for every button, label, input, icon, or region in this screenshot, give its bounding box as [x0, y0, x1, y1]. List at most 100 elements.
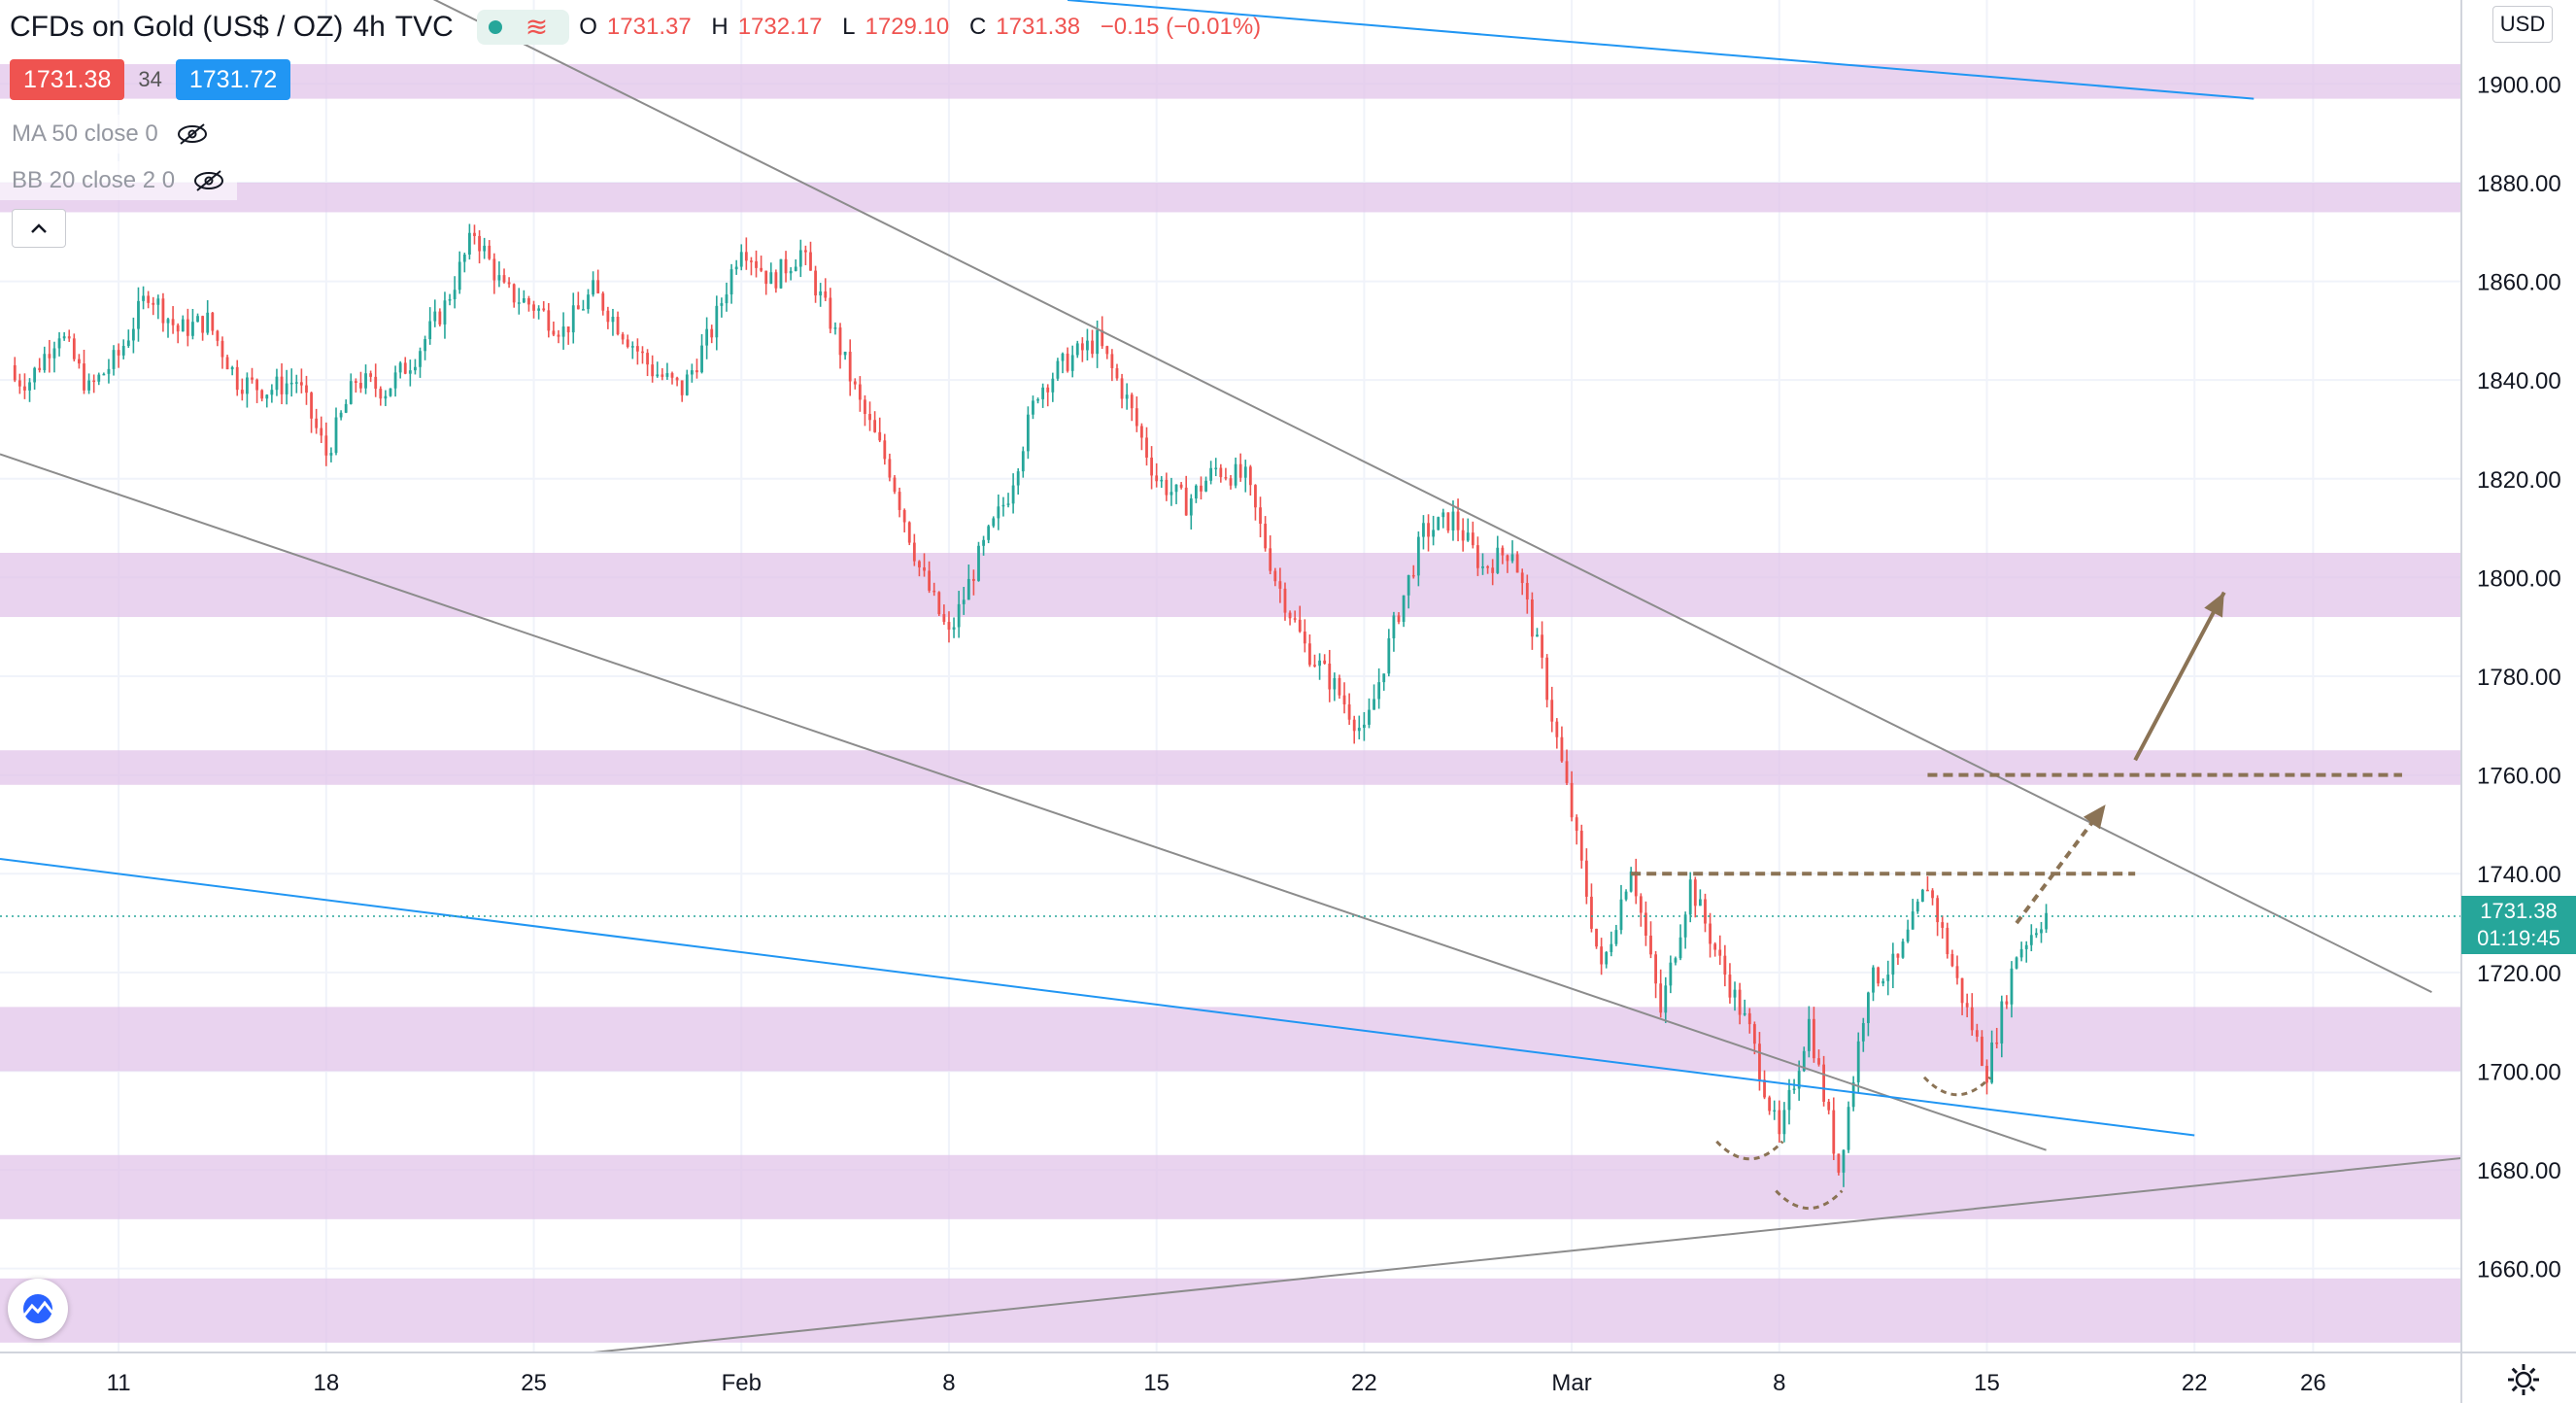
candle[interactable]	[1352, 719, 1356, 732]
candle[interactable]	[1579, 830, 1583, 861]
candle[interactable]	[1338, 677, 1341, 696]
candle[interactable]	[1536, 634, 1539, 637]
candle[interactable]	[853, 381, 857, 385]
candle[interactable]	[779, 258, 783, 289]
candle[interactable]	[1269, 548, 1272, 571]
candle[interactable]	[206, 312, 210, 333]
candle[interactable]	[1639, 896, 1643, 913]
candle[interactable]	[1328, 663, 1332, 690]
candle[interactable]	[561, 326, 565, 337]
candle[interactable]	[804, 250, 807, 253]
candle[interactable]	[1026, 414, 1030, 452]
candle[interactable]	[433, 311, 437, 322]
candle[interactable]	[1441, 512, 1445, 518]
candle[interactable]	[957, 603, 961, 628]
candle[interactable]	[1778, 1110, 1781, 1135]
candle[interactable]	[1061, 353, 1065, 361]
candle[interactable]	[646, 353, 649, 365]
candle[interactable]	[744, 252, 748, 261]
candle[interactable]	[1600, 946, 1604, 965]
candle[interactable]	[72, 338, 76, 359]
candle[interactable]	[798, 250, 802, 267]
candle[interactable]	[1155, 475, 1159, 482]
candle[interactable]	[720, 303, 724, 306]
candle[interactable]	[1827, 1101, 1831, 1111]
candle[interactable]	[384, 395, 388, 399]
support-resistance-zone[interactable]	[0, 182, 2461, 213]
candle[interactable]	[1392, 615, 1396, 638]
candle[interactable]	[1096, 329, 1100, 355]
candle[interactable]	[824, 291, 828, 298]
candle[interactable]	[398, 362, 402, 373]
candle[interactable]	[1476, 545, 1479, 568]
candle[interactable]	[690, 370, 694, 375]
candle[interactable]	[1416, 536, 1420, 576]
candle[interactable]	[680, 380, 684, 395]
candle[interactable]	[1041, 387, 1045, 399]
candle[interactable]	[1683, 914, 1687, 938]
candle[interactable]	[1189, 498, 1193, 516]
candle[interactable]	[1866, 992, 1870, 1024]
candle[interactable]	[512, 284, 516, 303]
candle[interactable]	[552, 330, 556, 335]
candle[interactable]	[774, 272, 778, 289]
candle[interactable]	[275, 376, 279, 391]
candle[interactable]	[1011, 485, 1015, 504]
candle[interactable]	[1674, 958, 1678, 963]
candle[interactable]	[907, 522, 911, 543]
candle[interactable]	[517, 302, 521, 304]
candle[interactable]	[1466, 532, 1470, 541]
candle[interactable]	[1036, 398, 1039, 401]
candle[interactable]	[1101, 329, 1104, 347]
candle[interactable]	[294, 382, 298, 384]
candle[interactable]	[310, 393, 313, 419]
candle[interactable]	[1056, 360, 1060, 379]
candle[interactable]	[1382, 673, 1386, 683]
candle[interactable]	[1920, 889, 1924, 902]
candle[interactable]	[873, 420, 877, 432]
candle[interactable]	[1456, 511, 1460, 530]
candle[interactable]	[878, 431, 882, 441]
candle[interactable]	[1204, 480, 1207, 492]
candle[interactable]	[152, 302, 155, 305]
candle[interactable]	[1066, 353, 1069, 371]
candle[interactable]	[987, 526, 991, 540]
candle[interactable]	[186, 319, 189, 336]
candle[interactable]	[848, 351, 852, 382]
candle[interactable]	[285, 383, 288, 394]
candle[interactable]	[478, 235, 481, 252]
candle[interactable]	[305, 385, 308, 394]
candle[interactable]	[2019, 948, 2023, 958]
candle[interactable]	[329, 453, 333, 456]
candle[interactable]	[1520, 572, 1524, 584]
candle[interactable]	[48, 354, 51, 359]
candle[interactable]	[1303, 632, 1306, 644]
candle[interactable]	[1194, 485, 1198, 499]
candle[interactable]	[1758, 1044, 1761, 1080]
candle[interactable]	[2035, 933, 2038, 936]
indicator-bb[interactable]: BB 20 close 2 0	[0, 161, 238, 200]
candle[interactable]	[1555, 721, 1559, 737]
candle[interactable]	[1219, 467, 1223, 478]
candle[interactable]	[507, 282, 511, 285]
candle[interactable]	[1486, 566, 1489, 568]
sell-price-button[interactable]: 1731.38	[10, 59, 125, 100]
candle[interactable]	[972, 578, 975, 581]
candle[interactable]	[616, 317, 620, 335]
candle[interactable]	[522, 297, 525, 303]
candle[interactable]	[1248, 466, 1252, 486]
candle[interactable]	[1234, 463, 1237, 486]
support-resistance-zone[interactable]	[0, 750, 2461, 785]
candle[interactable]	[299, 382, 303, 386]
candle[interactable]	[1981, 1036, 1983, 1066]
candle[interactable]	[414, 366, 417, 371]
candle[interactable]	[1135, 408, 1138, 427]
candle[interactable]	[1570, 782, 1574, 818]
candle[interactable]	[587, 294, 590, 310]
support-resistance-zone[interactable]	[0, 1154, 2461, 1219]
candle[interactable]	[601, 292, 605, 311]
channel-trend-line[interactable]	[0, 453, 2047, 1151]
candle[interactable]	[1491, 567, 1495, 573]
candle[interactable]	[1872, 967, 1875, 993]
candle[interactable]	[240, 390, 244, 394]
